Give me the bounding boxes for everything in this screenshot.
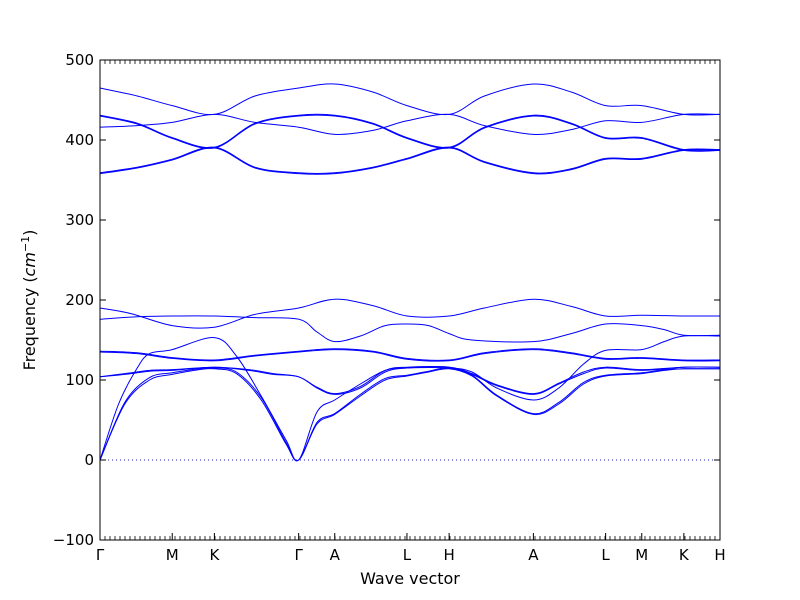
phonon-band-11 xyxy=(99,146,721,174)
x-tick-label: Γ xyxy=(96,546,105,564)
y-tick-label: 100 xyxy=(65,371,94,389)
x-tick-label: Γ xyxy=(294,546,303,564)
phonon-band-5 xyxy=(99,366,721,395)
x-tick-label: L xyxy=(403,546,412,564)
x-tick-label: A xyxy=(330,546,341,564)
phonon-band-10 xyxy=(99,147,721,175)
y-axis-label-unit: cm xyxy=(20,252,39,276)
y-tick-label: 400 xyxy=(65,131,94,149)
phonon-band-6 xyxy=(99,349,721,362)
x-tick-label: L xyxy=(601,546,610,564)
x-tick-label: K xyxy=(209,546,220,564)
y-axis-label: Frequency (cm−1) xyxy=(19,230,39,371)
y-axis-label-close: ) xyxy=(20,230,39,236)
phonon-band-15 xyxy=(99,83,721,116)
y-axis-label-exponent: −1 xyxy=(19,236,32,252)
y-tick-label: 500 xyxy=(65,51,94,69)
x-tick-label: M xyxy=(166,546,179,564)
phonon-band-8 xyxy=(99,315,721,343)
phonon-band-7 xyxy=(99,348,721,361)
x-tick-label: H xyxy=(443,546,454,564)
phonon-band-12 xyxy=(99,114,721,152)
x-tick-label: K xyxy=(679,546,690,564)
y-axis: −100 0 100 200 300 400 500 xyxy=(53,51,720,549)
y-tick-label: 0 xyxy=(84,451,94,469)
x-tick-label: H xyxy=(714,546,725,564)
y-axis-label-main: Frequency ( xyxy=(20,276,39,370)
y-tick-label: −100 xyxy=(53,531,94,549)
plot-frame xyxy=(99,59,721,541)
x-tick-label: A xyxy=(528,546,539,564)
x-tick-label: M xyxy=(635,546,648,564)
phonon-band-2 xyxy=(99,367,721,462)
x-axis-label: Wave vector xyxy=(360,569,460,588)
y-tick-label: 300 xyxy=(65,211,94,229)
phonon-band-9 xyxy=(99,298,721,329)
plot-area xyxy=(99,83,721,462)
phonon-band-14 xyxy=(99,113,721,135)
y-tick-label: 200 xyxy=(65,291,94,309)
phonon-band-13 xyxy=(99,113,721,151)
phonon-band-1 xyxy=(99,368,721,462)
phonon-band-3 xyxy=(99,335,721,462)
